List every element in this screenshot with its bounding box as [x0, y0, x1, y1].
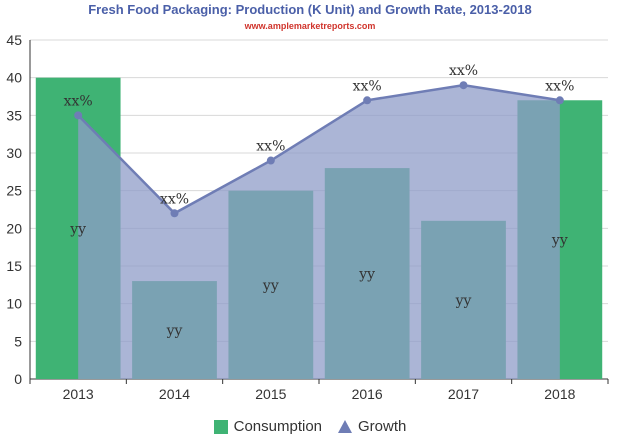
growth-area — [78, 85, 560, 379]
bar-data-label: yy — [551, 233, 568, 249]
growth-data-label: xx% — [353, 78, 382, 94]
y-tick-label: 45 — [6, 32, 22, 48]
legend-triangle-icon — [338, 420, 353, 433]
growth-data-label: xx% — [64, 93, 93, 109]
growth-data-label: xx% — [256, 139, 285, 155]
legend-square-icon — [213, 419, 228, 434]
y-tick-label: 5 — [14, 333, 22, 349]
growth-point — [170, 209, 179, 218]
growth-point — [363, 96, 372, 105]
y-tick-label: 35 — [6, 107, 22, 123]
growth-data-label: xx% — [545, 78, 574, 94]
y-tick-label: 30 — [6, 145, 22, 161]
bar-data-label: yy — [455, 293, 472, 309]
bar-data-label: yy — [262, 278, 279, 294]
bar-data-label: yy — [166, 323, 183, 339]
growth-data-label: xx% — [160, 191, 189, 207]
growth-point — [266, 156, 275, 165]
chart-title: Fresh Food Packaging: Production (K Unit… — [88, 2, 532, 17]
growth-line — [77, 83, 561, 215]
growth-point — [74, 111, 83, 120]
growth-point — [555, 96, 564, 105]
x-tick-label: 2016 — [352, 386, 383, 402]
legend-label-growth: Growth — [358, 418, 407, 435]
x-tick-label: 2017 — [448, 386, 479, 402]
x-tick-label: 2018 — [544, 386, 575, 402]
x-tick-label: 2014 — [159, 386, 190, 402]
y-tick-label: 40 — [6, 70, 22, 86]
bar-data-label: yy — [69, 221, 86, 237]
y-tick-label: 20 — [6, 220, 22, 236]
growth-data-label: xx% — [449, 63, 478, 79]
y-tick-label: 25 — [6, 183, 22, 199]
legend: Consumption Growth — [0, 418, 620, 435]
y-tick-label: 0 — [14, 371, 22, 387]
bar-data-label: yy — [358, 267, 375, 283]
growth-point — [459, 81, 468, 90]
y-tick-label: 10 — [6, 296, 22, 312]
y-tick-label: 15 — [6, 258, 22, 274]
chart-subtitle: www.amplemarketreports.com — [244, 21, 376, 31]
legend-item-consumption[interactable]: Consumption — [213, 418, 323, 435]
legend-label-consumption: Consumption — [233, 418, 323, 435]
x-tick-label: 2015 — [255, 386, 286, 402]
legend-item-growth[interactable]: Growth — [338, 418, 406, 435]
x-tick-label: 2013 — [63, 386, 94, 402]
